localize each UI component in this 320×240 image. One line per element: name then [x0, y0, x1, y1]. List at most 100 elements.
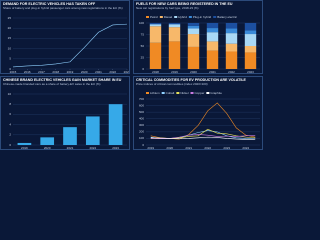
bar-segment	[168, 23, 181, 24]
y-tick-label: 2	[9, 133, 11, 137]
bar-segment	[187, 46, 200, 69]
chart: 0 2 4 6 8 10 2019 2020 2021 2022 2023	[8, 92, 127, 150]
chart-subtitle: New car registrations by fuel type, 2018…	[136, 6, 199, 10]
panel: CHINESE BRAND ELECTRIC VEHICLES GAIN MAR…	[0, 76, 130, 150]
legend-label: Battery electric	[217, 15, 237, 19]
legend-label: Plug-in hybrid	[193, 15, 212, 19]
x-tick-label: 2023	[223, 146, 230, 150]
y-tick-label: 10	[8, 92, 12, 96]
bar-segment	[168, 41, 181, 69]
y-tick-label: 0	[142, 143, 144, 147]
bar-segment	[206, 32, 219, 42]
legend-swatch	[174, 16, 178, 18]
y-tick-label: 0	[142, 67, 144, 71]
legend-label: Petrol	[150, 15, 158, 19]
bar-segment	[187, 34, 200, 47]
bar-segment	[206, 28, 219, 33]
legend-swatch	[176, 92, 180, 94]
bar-segment	[206, 41, 219, 51]
x-tick-label: 2022	[204, 146, 211, 150]
y-tick-label: 5	[9, 57, 11, 61]
chart-title: FUELS FOR NEW CARS BEING REGISTERED IN T…	[136, 2, 233, 6]
y-tick-label: 300	[139, 123, 144, 127]
chart: 0 5 10 15 20 25 2015 2016 2017 2018 2019 2020 2021 20…	[8, 16, 130, 74]
x-tick-label: 2020	[81, 70, 88, 74]
x-tick-label: 2021	[67, 146, 74, 150]
x-tick-label: 2016	[24, 70, 31, 74]
legend-swatch	[213, 16, 217, 18]
bar-segment	[187, 23, 200, 26]
x-tick-label: 2019	[21, 146, 28, 150]
y-tick-label: 50	[141, 44, 145, 48]
bar	[17, 142, 32, 145]
y-tick-label: 100	[139, 21, 144, 25]
x-tick-label: 2021	[209, 70, 216, 74]
x-tick-label: 2021	[185, 146, 192, 150]
legend-label: Graphite	[210, 91, 222, 95]
legend-label: Diesel	[164, 15, 173, 19]
y-tick-label: 6	[9, 112, 11, 116]
bar-segment	[187, 25, 200, 29]
y-tick-label: 400	[139, 117, 144, 121]
y-tick-label: 200	[139, 130, 144, 134]
bar-segment	[206, 50, 219, 69]
y-tick-label: 500	[139, 110, 144, 114]
chart-title: CHINESE BRAND ELECTRIC VEHICLES GAIN MAR…	[3, 78, 122, 82]
bar-segment	[244, 46, 257, 53]
x-tick-label: 2020	[190, 70, 197, 74]
legend-swatch	[190, 92, 194, 94]
y-tick-label: 700	[139, 97, 144, 101]
panel: DEMAND FOR ELECTRIC VEHICLES HAS TAKEN O…	[0, 0, 130, 74]
legend-label: Nickel	[180, 91, 189, 95]
x-tick-label: 2019	[67, 70, 74, 74]
legend-swatch	[146, 92, 149, 94]
bar-segment	[225, 51, 238, 69]
bar-segment	[244, 52, 257, 69]
bar-segment	[149, 24, 162, 27]
panel: FUELS FOR NEW CARS BEING REGISTERED IN T…	[133, 0, 263, 74]
x-tick-label: 2018	[152, 70, 159, 74]
line	[12, 23, 128, 68]
chart-subtitle: Price indices of critical commodities (i…	[136, 82, 208, 86]
legend-swatch	[159, 16, 163, 18]
x-tick-label: 2018	[52, 70, 59, 74]
bar-segment	[168, 24, 181, 28]
legend-swatch	[206, 92, 210, 94]
bar-segment	[149, 42, 162, 69]
x-tick-label: 2023	[112, 146, 119, 150]
chart-title: CRITICAL COMMODITIES FOR EV PRODUCTION A…	[136, 78, 246, 82]
x-tick-label: 2015	[10, 70, 17, 74]
line	[150, 102, 256, 140]
x-tick-label: 2022	[228, 70, 235, 74]
y-tick-label: 8	[9, 102, 11, 106]
x-tick-label: 2022	[109, 70, 116, 74]
bar-segment	[225, 43, 238, 52]
x-tick-label: 2021	[95, 70, 102, 74]
chart-title: DEMAND FOR ELECTRIC VEHICLES HAS TAKEN O…	[3, 2, 96, 6]
bar-segment	[225, 23, 238, 29]
legend-label: Hybrid	[178, 15, 187, 19]
y-tick-label: 0	[9, 67, 11, 71]
x-tick-label: 2019	[171, 70, 178, 74]
chart: 0 25 50 75 100 Petrol Diesel Hybrid Plug-in hybr…	[139, 15, 260, 74]
y-tick-label: 75	[141, 32, 145, 36]
y-tick-label: 600	[139, 103, 144, 107]
y-tick-label: 10	[8, 46, 12, 50]
x-tick-label: 2022	[89, 146, 96, 150]
line	[150, 136, 256, 141]
y-tick-label: 25	[8, 16, 12, 20]
bar-segment	[244, 34, 257, 46]
y-tick-label: 0	[9, 143, 11, 147]
legend-label: Copper	[195, 91, 205, 95]
x-tick-label: 2020	[44, 146, 51, 150]
y-tick-label: 25	[141, 55, 145, 59]
legend-swatch	[146, 16, 149, 18]
legend-label: Cobalt	[166, 91, 175, 95]
bar	[108, 104, 123, 145]
chart-subtitle: Share of battery and plug-in hybrid pass…	[3, 6, 123, 10]
bar-segment	[244, 23, 257, 31]
x-tick-label: 2024	[242, 146, 249, 150]
x-tick-label: 2023	[124, 70, 130, 74]
chart: 0 100 200 300 400 500 600 700 Lithium Cobalt Nicke…	[139, 91, 260, 150]
panel: CRITICAL COMMODITIES FOR EV PRODUCTION A…	[133, 76, 263, 150]
